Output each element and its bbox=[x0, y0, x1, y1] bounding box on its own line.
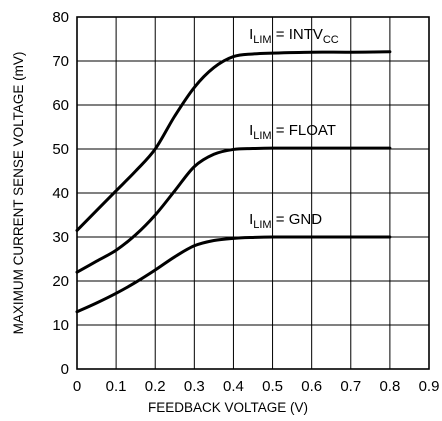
series-label-rest: = GND bbox=[272, 211, 323, 228]
x-tick-label: 0.1 bbox=[106, 378, 127, 395]
series-label-sub2: CC bbox=[323, 34, 339, 46]
x-tick-label: 0.9 bbox=[419, 378, 440, 395]
series-label-rest: = FLOAT bbox=[272, 122, 336, 139]
x-tick-labels: 0 0.1 0.2 0.3 0.4 0.5 0.6 0.7 0.8 0.9 bbox=[73, 378, 440, 395]
x-axis-title: FEEDBACK VOLTAGE (V) bbox=[148, 400, 308, 415]
x-tick-label: 0.3 bbox=[184, 378, 205, 395]
x-tick-label: 0.8 bbox=[379, 378, 400, 395]
y-tick-label: 60 bbox=[52, 97, 69, 114]
series-label-sub: LIM bbox=[253, 34, 271, 46]
y-tick-label: 0 bbox=[61, 361, 69, 378]
series-intvcc-label: ILIM = INTVCC bbox=[249, 26, 339, 46]
grid bbox=[77, 17, 429, 369]
y-tick-labels: 0 10 20 30 40 50 60 70 80 bbox=[52, 9, 69, 378]
y-axis-title: MAXIMUM CURRENT SENSE VOLTAGE (mV) bbox=[11, 52, 26, 335]
x-tick-label: 0.5 bbox=[262, 378, 283, 395]
x-tick-label: 0.4 bbox=[223, 378, 244, 395]
y-tick-label: 40 bbox=[52, 185, 69, 202]
y-tick-label: 80 bbox=[52, 9, 69, 26]
series-label-sub: LIM bbox=[253, 130, 271, 142]
y-tick-label: 70 bbox=[52, 53, 69, 70]
y-tick-label: 50 bbox=[52, 141, 69, 158]
series-label-rest: = INTV bbox=[272, 26, 323, 43]
x-tick-label: 0.6 bbox=[301, 378, 322, 395]
y-tick-label: 30 bbox=[52, 229, 69, 246]
x-tick-label: 0.2 bbox=[145, 378, 166, 395]
x-tick-label: 0 bbox=[73, 378, 81, 395]
x-tick-label: 0.7 bbox=[340, 378, 361, 395]
y-tick-label: 20 bbox=[52, 273, 69, 290]
series-float-label: ILIM = FLOAT bbox=[249, 122, 336, 142]
y-tick-label: 10 bbox=[52, 317, 69, 334]
series-label-sub: LIM bbox=[253, 219, 271, 231]
